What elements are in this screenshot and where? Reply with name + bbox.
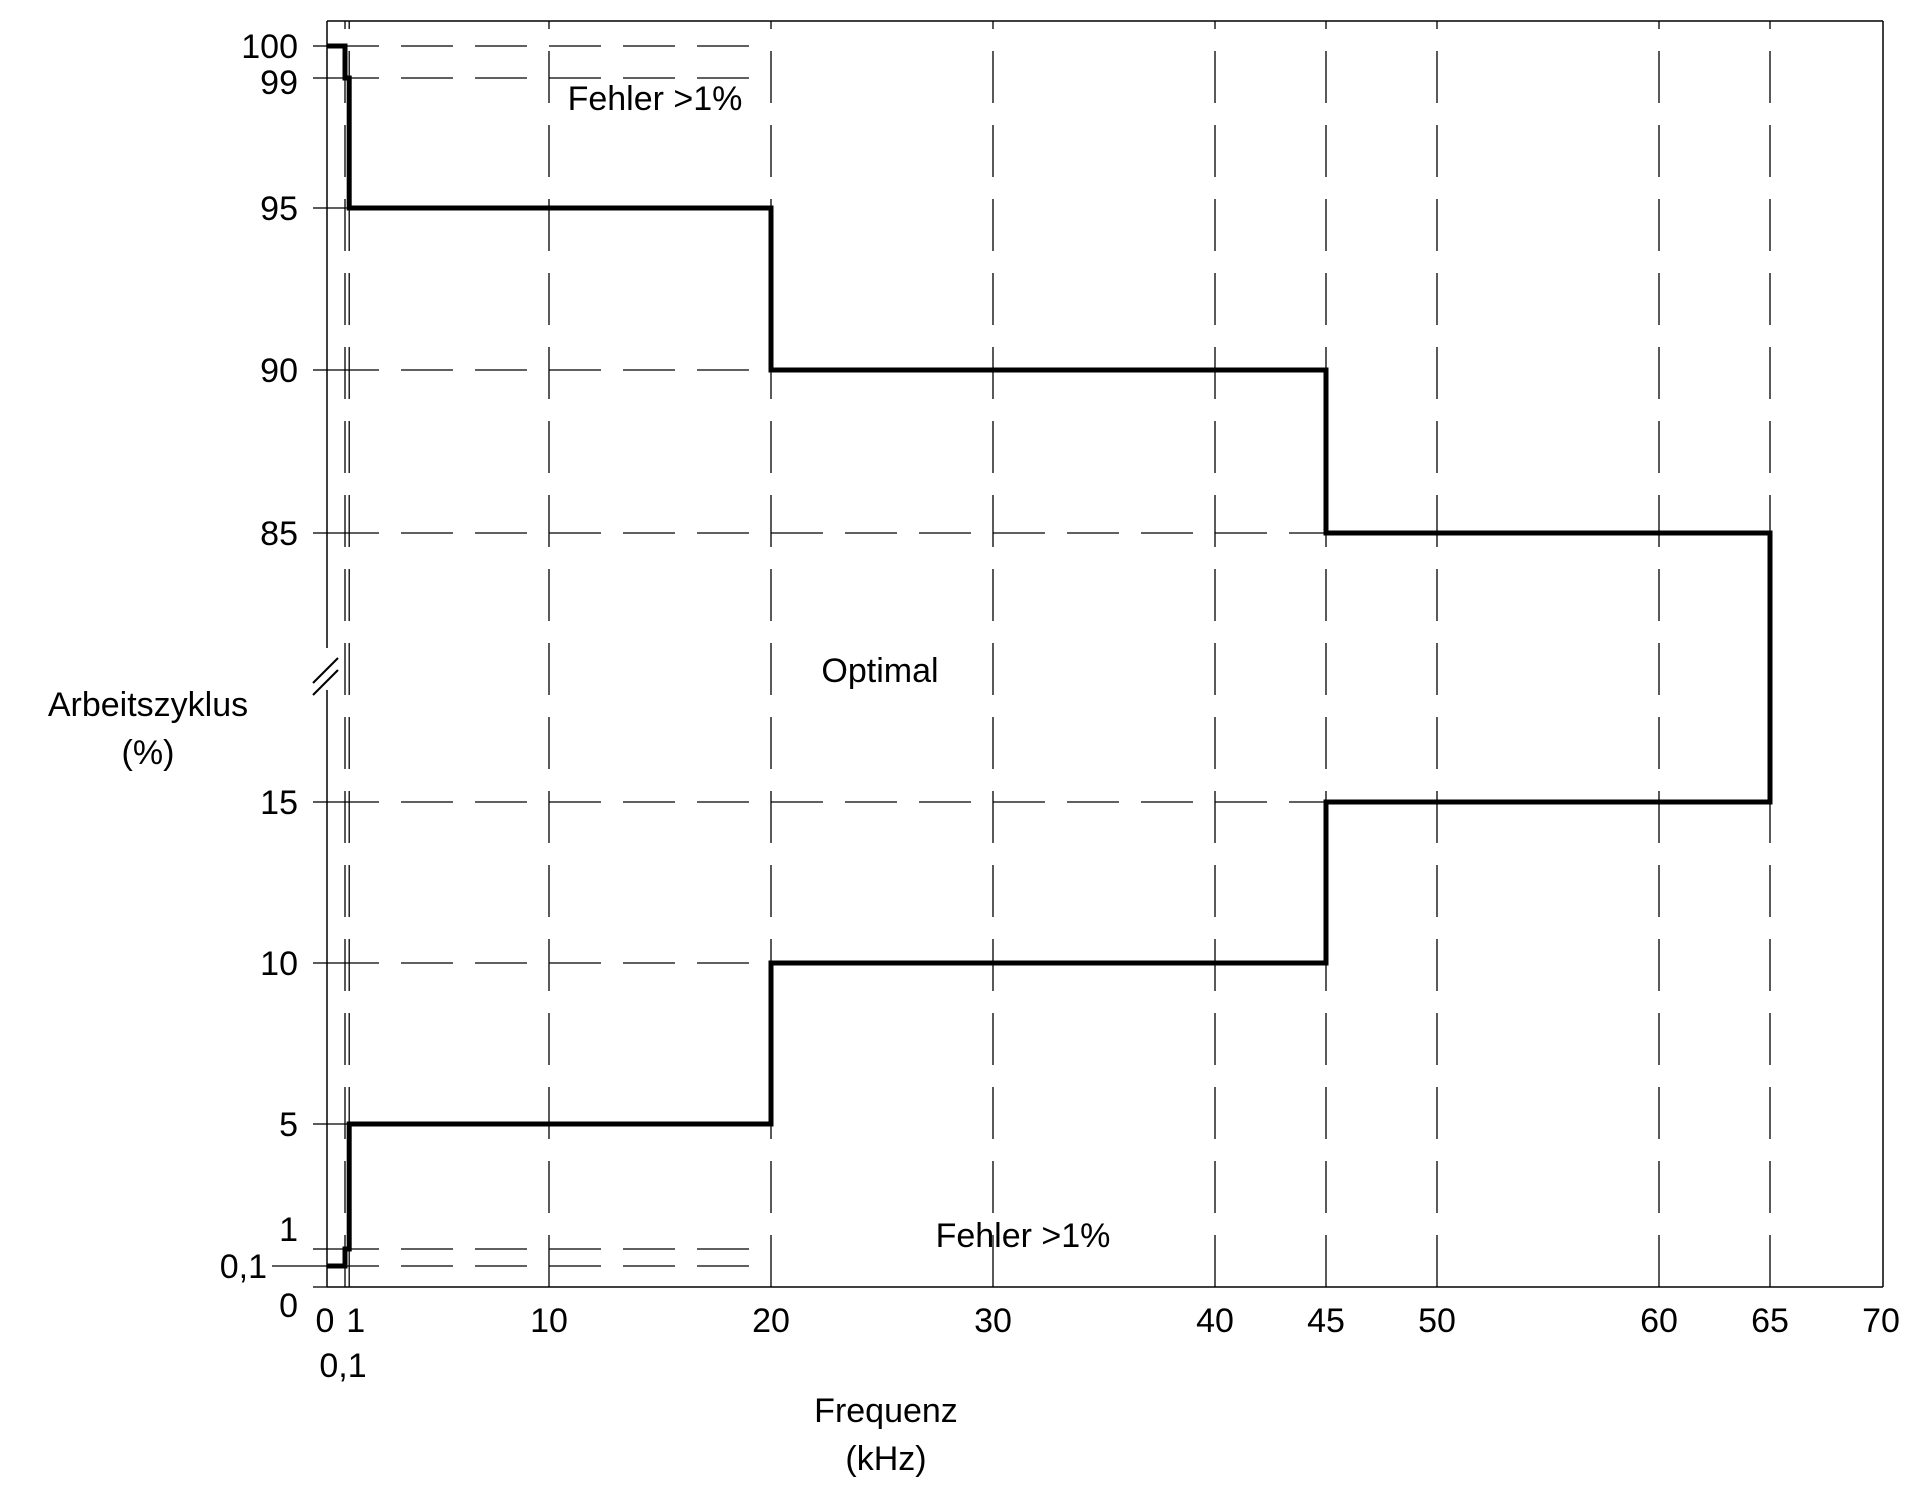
- x-tick-label: 20: [752, 1302, 790, 1340]
- y-tick-label: 10: [260, 945, 298, 983]
- y-tick-label: 90: [260, 352, 298, 390]
- x-tick-label: 50: [1418, 1302, 1456, 1340]
- y-tick-label: 5: [279, 1106, 298, 1144]
- x-tick-label: 65: [1751, 1302, 1789, 1340]
- x-tick-label: 0,1: [319, 1347, 366, 1385]
- grid-layer: [327, 21, 1771, 1287]
- lower-limit-line: [327, 672, 1773, 1269]
- x-tick-label: 1: [346, 1302, 365, 1340]
- annotation-label: Fehler >1%: [936, 1217, 1111, 1255]
- x-tick-label: 45: [1307, 1302, 1345, 1340]
- y-tick-label: 85: [260, 515, 298, 553]
- y-tick-label: 15: [260, 784, 298, 822]
- series-layer: [327, 43, 1773, 1269]
- y-axis-title: (%): [122, 734, 175, 772]
- y-axis-title: Arbeitszyklus: [48, 686, 248, 724]
- x-tick-label: 30: [974, 1302, 1012, 1340]
- y-tick-label: 95: [260, 190, 298, 228]
- x-tick-label: 0: [316, 1302, 335, 1340]
- x-axis-title: Frequenz: [814, 1392, 958, 1430]
- y-tick-label: 0: [279, 1287, 298, 1325]
- annotation-label: Optimal: [821, 652, 938, 690]
- x-axis-title: (kHz): [845, 1440, 926, 1478]
- y-tick-label: 99: [260, 64, 298, 102]
- axis-break-mark: [312, 669, 339, 696]
- y-tick-label: 1: [279, 1211, 298, 1249]
- y-tick-label: 0,1: [220, 1248, 267, 1286]
- axis-break-mark: [312, 657, 339, 684]
- x-tick-label: 60: [1640, 1302, 1678, 1340]
- y-tick-label: 100: [241, 28, 298, 66]
- x-tick-label: 10: [530, 1302, 568, 1340]
- axes-layer: [272, 20, 1884, 1288]
- x-tick-label: 70: [1862, 1302, 1900, 1340]
- upper-limit-line: [327, 43, 1773, 672]
- annotation-label: Fehler >1%: [568, 80, 743, 118]
- x-tick-label: 40: [1196, 1302, 1234, 1340]
